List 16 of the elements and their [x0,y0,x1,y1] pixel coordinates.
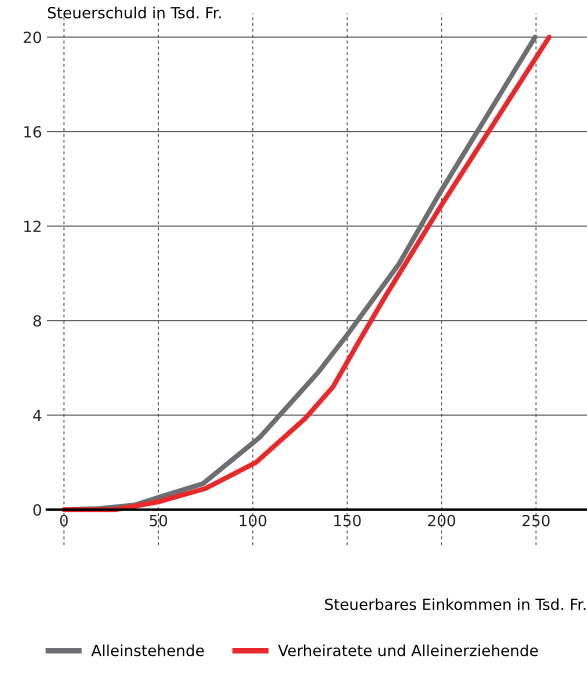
y-tick-label: 8 [33,315,42,327]
x-tick-label: 100 [240,514,266,526]
y-tick-label: 12 [24,220,41,232]
y-tick-label: 16 [24,126,42,138]
y-tick-label: 20 [24,32,42,44]
legend-label: Verheiratete und Alleinerziehende [278,644,538,656]
legend-label: Alleinstehende [91,644,204,656]
x-tick-label: 250 [522,514,550,526]
y-tick-label: 0 [33,504,42,516]
y-axis-title: Steuerschuld in Tsd. Fr. [48,6,221,18]
x-axis-title: Steuerbares Einkommen in Tsd. Fr. [325,598,586,610]
x-tick-label: 150 [334,514,361,526]
y-tick-label: 4 [33,410,42,421]
x-tick-label: 0 [60,514,68,526]
x-tick-label: 200 [428,514,456,526]
x-tick-label: 50 [150,514,168,526]
